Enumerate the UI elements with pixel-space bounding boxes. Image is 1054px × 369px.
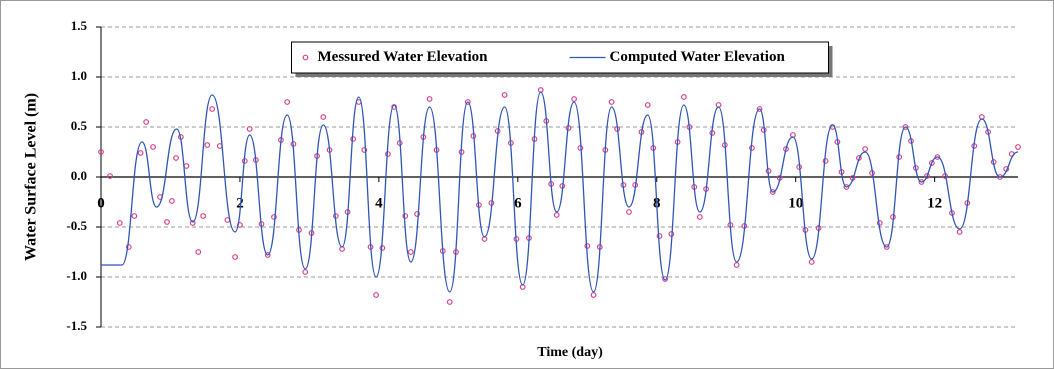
measured-point [843,184,850,190]
computed-line [100,91,1019,293]
measured-point [928,160,935,166]
measured-point [168,198,175,204]
measured-point [590,292,597,298]
measured-point [656,233,663,239]
y-tick-label: 1.0 [71,68,87,83]
measured-point [407,249,414,255]
measured-point [116,220,123,226]
measured-point [414,211,420,217]
measured-point [680,94,687,100]
measured-point [756,106,763,112]
measured-point [608,99,615,105]
measured-point [626,209,632,215]
measured-point [934,154,941,160]
measured-point [426,96,433,102]
measured-point [696,214,703,220]
measured-point [501,92,508,98]
measured-point [189,220,196,226]
y-tick-label: 0.5 [71,118,88,133]
measured-point [125,244,132,250]
measured-point [733,262,740,268]
measured-point [883,244,890,250]
measured-point [143,119,150,125]
legend-marker [302,54,309,61]
measured-point [320,114,327,120]
x-tick-label: 0 [97,195,105,211]
measured-point [98,149,104,155]
measured-point [302,269,309,275]
measured-point [644,102,651,108]
measured-point [808,259,815,265]
x-tick-label: 2 [236,195,244,211]
y-tick-label: -1.0 [66,268,87,283]
measured-point [553,212,560,218]
measured-point [361,147,368,153]
x-tick-label: 10 [788,195,803,211]
x-tick-label: 4 [375,195,383,211]
measured-point [769,189,776,195]
y-tick-label: -0.5 [66,218,87,233]
measured-point [918,179,925,185]
measured-point [209,106,216,112]
measured-point [131,213,138,219]
measured-point [164,219,170,225]
measured-point [956,229,963,235]
measured-point [107,173,113,179]
measured-point [150,144,157,150]
y-axis-label: Water Surface Level (m) [23,93,40,261]
measured-point [862,146,869,152]
y-tick-label: 1.5 [71,18,88,33]
measured-point [902,124,909,130]
x-tick-label: 12 [927,195,942,211]
legend-label: Computed Water Elevation [610,49,786,65]
measured-point [446,299,453,305]
measured-point [571,96,577,102]
measured-point [284,99,291,105]
measured-point [464,99,471,105]
legend-label: Messured Water Elevation [318,49,489,65]
measured-point [204,142,211,148]
measured-point [402,213,409,219]
measured-point [246,126,253,132]
measured-point [373,292,380,298]
measured-point [264,252,271,258]
measured-point [200,213,207,219]
x-axis-label: Time (day) [537,345,603,360]
measured-point [232,254,238,260]
measured-point [924,173,930,179]
legend-box [291,41,829,74]
measured-point [1015,144,1021,150]
measured-point [195,249,202,255]
measured-point [662,276,668,282]
y-tick-label: -1.5 [66,318,87,333]
measured-point [137,150,144,156]
measured-point [173,155,179,161]
measured-point [271,214,277,220]
y-tick-label: 0.0 [71,168,87,183]
x-tick-label: 6 [514,195,522,211]
